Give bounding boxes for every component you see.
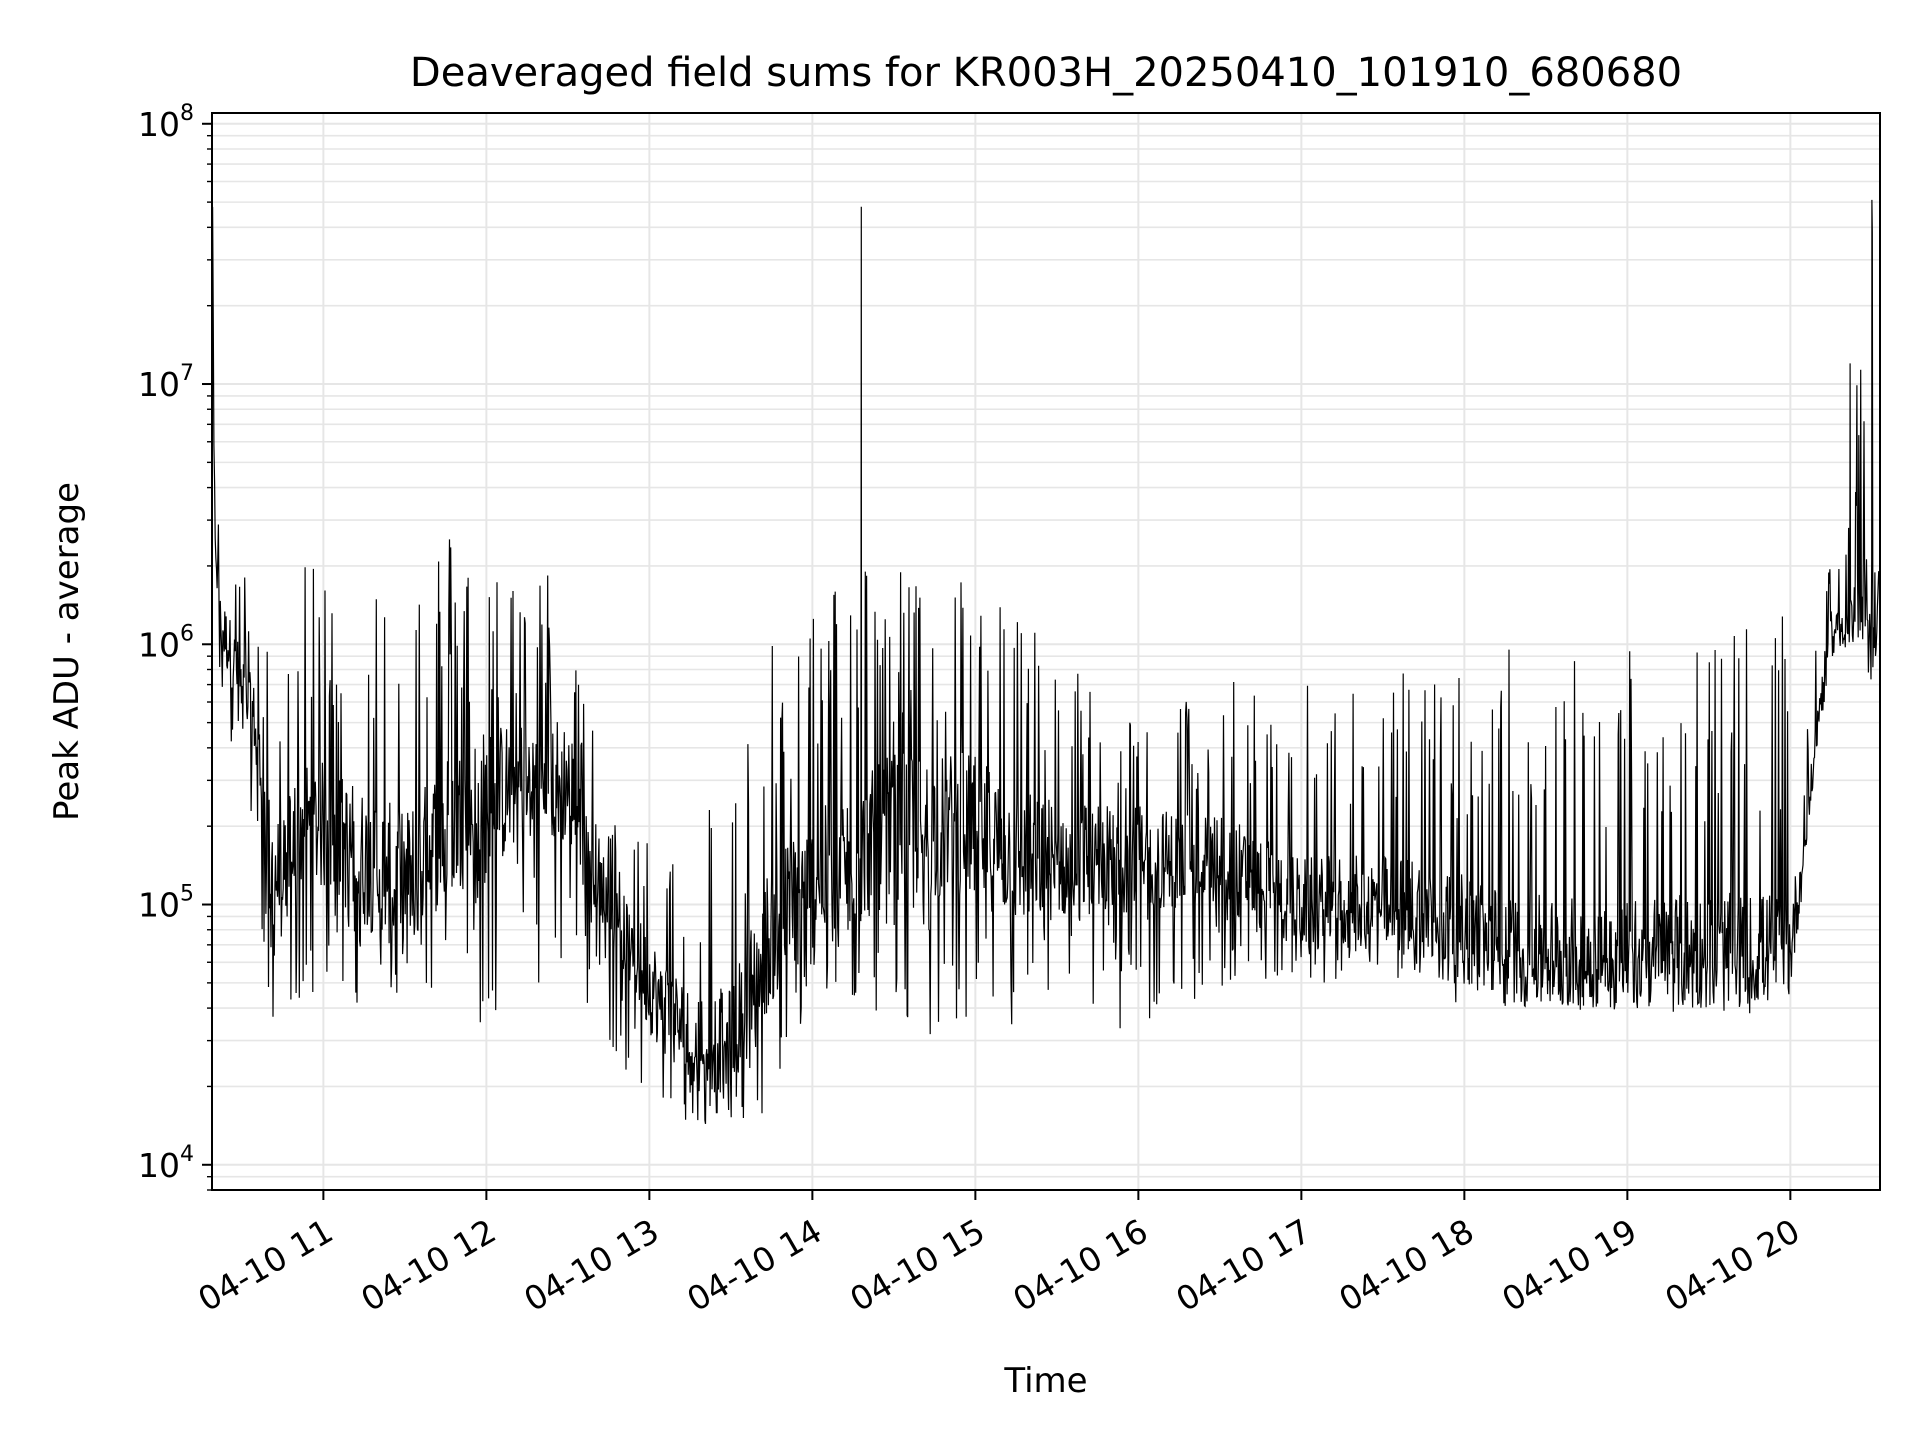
- y-axis-label: Peak ADU - average: [47, 482, 87, 821]
- chart-title: Deaveraged field sums for KR003H_2025041…: [410, 50, 1682, 96]
- y-tick-label: 104: [138, 1142, 194, 1185]
- series-line: [211, 199, 1881, 1124]
- y-tick-label: 105: [138, 882, 194, 925]
- y-tick-label: 107: [138, 361, 194, 404]
- plot-frame: [211, 112, 1881, 1191]
- grid: [212, 113, 1880, 1191]
- y-tick-label: 106: [138, 621, 194, 664]
- y-tick-label: 108: [138, 101, 194, 144]
- x-axis-label: Time: [1003, 1361, 1087, 1401]
- plot-area: [211, 199, 1881, 1124]
